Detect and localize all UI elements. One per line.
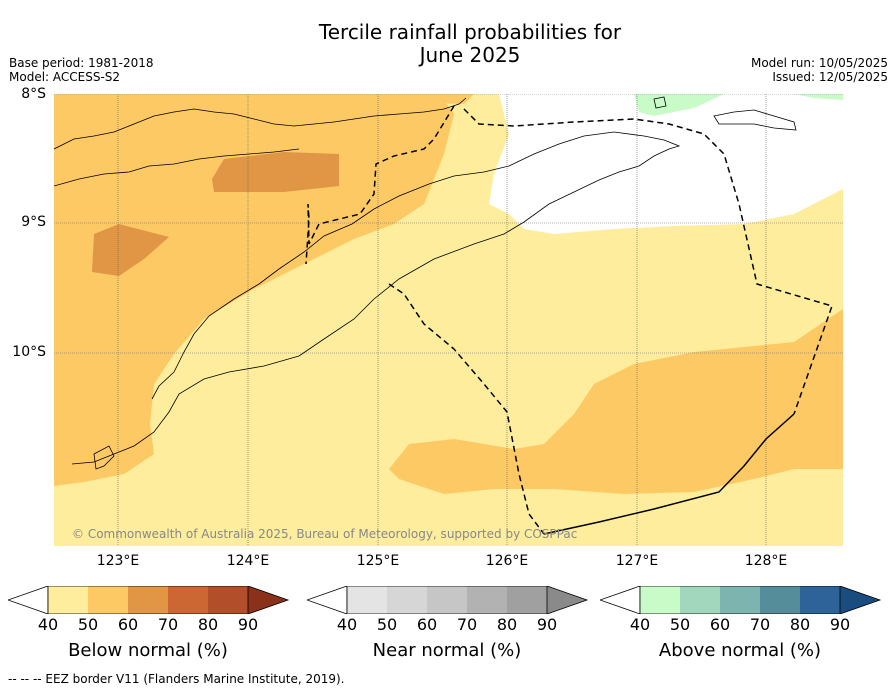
colorbar-below-seg-60 — [88, 586, 128, 614]
base-period: Base period: 1981-2018 — [9, 56, 154, 70]
colorbar-below-arrow-left — [8, 586, 49, 614]
eez-footer-note: -- -- -- EEZ border V11 (Flanders Marine… — [8, 672, 345, 686]
colorbar-above-seg-90 — [800, 586, 840, 614]
lon-label-125e: 125°E — [356, 553, 400, 569]
colorbar-below-tick-60: 60 — [117, 615, 139, 634]
eez-border-south — [388, 283, 545, 535]
eez-border-west — [305, 105, 455, 265]
coastline-alor — [653, 96, 667, 109]
colorbar-above-tick-90: 90 — [829, 615, 851, 634]
colorbar-near-seg-50 — [347, 586, 387, 614]
colorbar-below-seg-50 — [48, 586, 88, 614]
colorbar-above-tick-60: 60 — [709, 615, 731, 634]
colorbar-below-tick-80: 80 — [197, 615, 219, 634]
colorbar-above-tick-80: 80 — [789, 615, 811, 634]
colorbar-near-tick-70: 70 — [456, 615, 478, 634]
colorbar-below-label: Below normal (%) — [68, 640, 228, 661]
region-below-60-south — [389, 309, 843, 494]
map-title-line1: Tercile rainfall probabilities for — [318, 20, 622, 44]
colorbar-near-tick-40: 40 — [336, 615, 358, 634]
eez-border-north — [463, 108, 833, 415]
colorbar-below-seg-80 — [168, 586, 208, 614]
colorbar-below-tick-50: 50 — [77, 615, 99, 634]
region-below-70-b — [92, 224, 169, 276]
region-above-50-right — [794, 94, 843, 100]
coastline-flores — [54, 97, 467, 150]
model-name: Model: ACCESS-S2 — [9, 70, 121, 84]
coastline-flores-south — [54, 148, 300, 187]
eez-border-solid — [543, 413, 795, 535]
colorbar-near-tick-60: 60 — [416, 615, 438, 634]
colorbar-above-normal — [600, 586, 882, 614]
lon-label-127e: 127°E — [615, 553, 659, 569]
lat-label-9s: 9°S — [21, 214, 46, 230]
colorbar-below-tick-70: 70 — [157, 615, 179, 634]
region-below-70-a — [212, 152, 339, 192]
lon-label-128e: 128°E — [744, 553, 788, 569]
colorbar-above-label: Above normal (%) — [658, 640, 822, 661]
coastline-rote — [93, 445, 115, 470]
colorbar-below-arrow-right — [248, 586, 288, 614]
colorbar-near-seg-90 — [507, 586, 547, 614]
rainfall-probability-map: © Commonwealth of Australia 2025, Bureau… — [54, 94, 843, 546]
colorbar-above-tick-40: 40 — [629, 615, 651, 634]
colorbar-near-tick-90: 90 — [536, 615, 558, 634]
colorbar-near-seg-80 — [467, 586, 507, 614]
region-white — [489, 94, 843, 234]
colorbar-above-seg-50 — [640, 586, 680, 614]
colorbar-near-tick-50: 50 — [376, 615, 398, 634]
region-above-50 — [634, 94, 724, 116]
colorbar-above-arrow-left — [600, 586, 641, 614]
lat-label-8s: 8°S — [21, 86, 46, 102]
colorbar-near-arrow-right — [547, 586, 587, 614]
colorbar-near-seg-70 — [427, 586, 467, 614]
copyright-text: © Commonwealth of Australia 2025, Bureau… — [72, 527, 577, 541]
lat-label-10s: 10°S — [12, 344, 46, 360]
region-below-60-top — [314, 94, 474, 104]
colorbar-near-tick-80: 80 — [496, 615, 518, 634]
colorbar-above-tick-70: 70 — [749, 615, 771, 634]
map-title-line2: June 2025 — [419, 43, 521, 67]
colorbar-below-seg-90 — [208, 586, 248, 614]
model-run: Model run: 10/05/2025 — [750, 56, 888, 70]
colorbar-near-normal — [307, 586, 589, 614]
colorbar-above-arrow-right — [840, 586, 880, 614]
lon-label-124e: 124°E — [226, 553, 270, 569]
colorbar-below-normal — [8, 586, 290, 614]
colorbar-below-seg-70 — [128, 586, 168, 614]
colorbar-above-seg-60 — [680, 586, 720, 614]
coastline-timor — [71, 131, 681, 465]
colorbar-above-tick-50: 50 — [669, 615, 691, 634]
colorbar-above-seg-80 — [760, 586, 800, 614]
coastline-wetar — [713, 109, 797, 131]
lon-label-126e: 126°E — [485, 553, 529, 569]
region-below-60-north — [54, 94, 454, 486]
colorbar-below-tick-40: 40 — [37, 615, 59, 634]
colorbar-above-seg-70 — [720, 586, 760, 614]
colorbar-near-seg-60 — [387, 586, 427, 614]
colorbar-below-tick-90: 90 — [237, 615, 259, 634]
colorbar-near-arrow-left — [307, 586, 348, 614]
colorbar-near-label: Near normal (%) — [372, 640, 522, 661]
issued-date: Issued: 12/05/2025 — [772, 70, 888, 84]
lon-label-123e: 123°E — [96, 553, 140, 569]
